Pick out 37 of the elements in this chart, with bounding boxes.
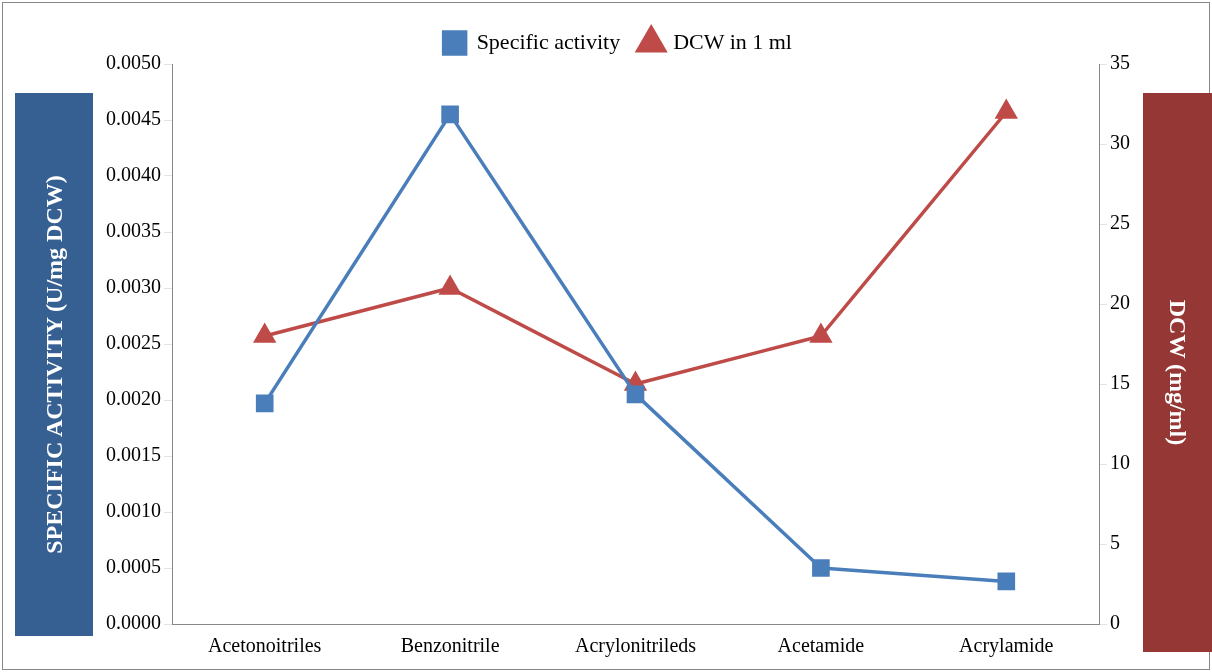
y2-tick-label: 25 (1110, 211, 1130, 234)
y-tick-label: 0.0020 (106, 387, 161, 410)
y2-axis-title: DCW (mg/ml) (1164, 299, 1192, 446)
y-tick-label: 0.0010 (106, 499, 161, 522)
y-axis-title: SPECIFIC ACTIVITY (U/mg DCW) (40, 175, 68, 554)
x-tick-label: Acetamide (777, 634, 865, 657)
y-tick-label: 0.0050 (106, 51, 161, 74)
y-tick-label: 0.0015 (106, 443, 161, 466)
x-tick-label: Benzonitrile (400, 634, 500, 657)
y2-tick-label: 5 (1110, 531, 1120, 554)
y-tick-label: 0.0035 (106, 219, 161, 242)
y-tick-label: 0.0000 (106, 611, 161, 634)
y-tick-label: 0.0030 (106, 275, 161, 298)
y-tick-label: 0.0045 (106, 107, 161, 130)
point (812, 559, 830, 577)
legend-label: DCW in 1 ml (673, 28, 792, 54)
x-tick-label: Acetonoitriles (208, 634, 322, 657)
point (441, 105, 459, 124)
y2-tick-label: 30 (1110, 131, 1130, 154)
y2-tick-label: 15 (1110, 371, 1130, 394)
point (997, 572, 1016, 591)
y2-tick-label: 35 (1110, 51, 1130, 74)
point (626, 385, 645, 404)
y2-tick-label: 10 (1110, 451, 1130, 474)
y2-tick-label: 0 (1110, 611, 1120, 634)
y2-tick-label: 20 (1110, 291, 1130, 314)
point (439, 276, 461, 295)
x-tick-label: Acrylamide (959, 634, 1054, 658)
point (255, 394, 274, 413)
point (810, 324, 832, 343)
y-tick-label: 0.0005 (106, 555, 161, 578)
x-tick-label: Acrylonitrileds (574, 634, 697, 658)
legend-label: Specific activity (476, 28, 621, 54)
point (995, 100, 1017, 119)
y-tick-label: 0.0025 (106, 331, 161, 354)
point (254, 324, 276, 343)
y-tick-label: 0.0040 (106, 163, 161, 186)
